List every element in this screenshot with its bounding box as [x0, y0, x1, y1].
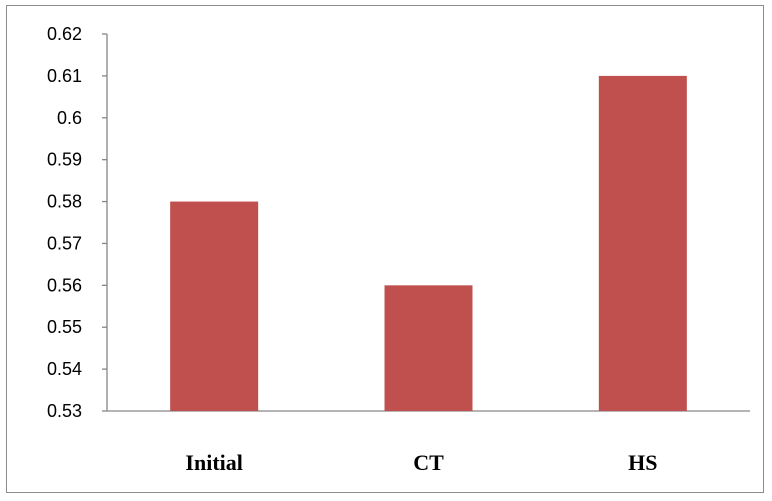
y-tick-label: 0.58: [47, 192, 82, 212]
y-axis: [102, 33, 108, 412]
y-tick-label: 0.6: [57, 108, 82, 128]
bar-ct: [384, 285, 473, 411]
y-tick-labels: 0.53 0.54 0.55 0.56 0.57 0.58 0.59 0.6 0.61 0.62: [47, 24, 82, 421]
y-tick-label: 0.53: [47, 401, 82, 421]
y-tick-label: 0.59: [47, 150, 82, 170]
x-tick-label-hs: HS: [628, 450, 657, 475]
y-tick-label: 0.54: [47, 359, 82, 379]
bars: [170, 75, 687, 411]
bar-hs: [598, 75, 687, 411]
y-tick-label: 0.57: [47, 233, 82, 253]
x-tick-labels: Initial CT HS: [185, 450, 657, 475]
y-tick-label: 0.55: [47, 317, 82, 337]
x-tick-label-initial: Initial: [185, 450, 242, 475]
y-tick-label: 0.62: [47, 24, 82, 44]
bar-initial: [170, 201, 259, 411]
x-tick-label-ct: CT: [413, 450, 444, 475]
y-tick-label: 0.61: [47, 66, 82, 86]
y-tick-label: 0.56: [47, 275, 82, 295]
